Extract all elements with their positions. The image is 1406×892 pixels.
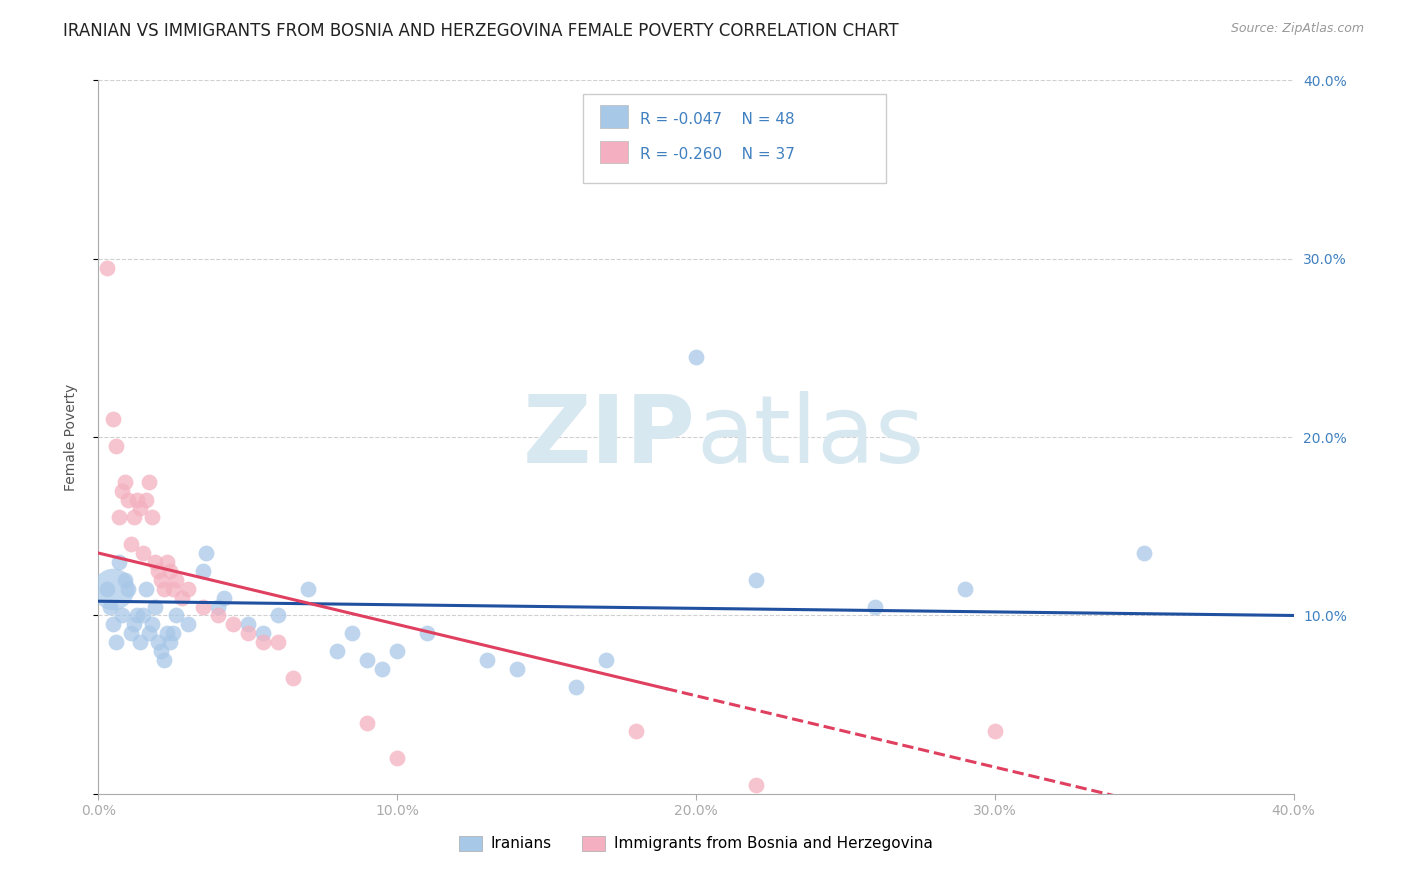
Point — [129, 501, 152, 516]
Text: R = -0.047    N = 48: R = -0.047 N = 48 — [640, 112, 794, 127]
Point — [120, 626, 142, 640]
Point — [141, 510, 163, 524]
Point — [156, 555, 179, 569]
Point — [1133, 546, 1156, 560]
Point — [222, 617, 245, 632]
Point — [685, 350, 707, 364]
Point — [165, 573, 187, 587]
Point — [111, 483, 134, 498]
Point — [156, 626, 179, 640]
Point — [127, 492, 149, 507]
Point — [105, 635, 128, 649]
Point — [135, 492, 157, 507]
Point — [177, 617, 200, 632]
Point — [252, 626, 274, 640]
Point — [745, 778, 768, 792]
Point — [207, 599, 229, 614]
Point — [236, 617, 259, 632]
Point — [385, 751, 409, 765]
Point — [120, 537, 142, 551]
Point — [267, 608, 290, 623]
Point — [191, 564, 214, 578]
Point — [236, 626, 259, 640]
Point — [108, 510, 131, 524]
Point — [103, 412, 125, 426]
Point — [132, 546, 155, 560]
Point — [143, 555, 166, 569]
Point — [114, 475, 136, 489]
Point — [114, 573, 136, 587]
Point — [135, 582, 157, 596]
Point — [96, 260, 118, 275]
Point — [172, 591, 194, 605]
Text: IRANIAN VS IMMIGRANTS FROM BOSNIA AND HERZEGOVINA FEMALE POVERTY CORRELATION CHA: IRANIAN VS IMMIGRANTS FROM BOSNIA AND HE… — [63, 22, 898, 40]
Point — [565, 680, 588, 694]
Point — [132, 608, 155, 623]
Text: ZIP: ZIP — [523, 391, 696, 483]
Point — [475, 653, 498, 667]
Point — [953, 582, 976, 596]
Point — [356, 653, 378, 667]
Point — [195, 546, 218, 560]
Point — [212, 591, 235, 605]
Point — [127, 608, 149, 623]
Text: R = -0.260    N = 37: R = -0.260 N = 37 — [640, 147, 794, 162]
Point — [267, 635, 290, 649]
Point — [150, 573, 173, 587]
Point — [745, 573, 768, 587]
Point — [124, 510, 146, 524]
Point — [159, 635, 181, 649]
Point — [984, 724, 1007, 739]
Point — [98, 599, 122, 614]
Point — [162, 582, 184, 596]
Point — [865, 599, 887, 614]
Point — [159, 564, 181, 578]
Point — [138, 475, 160, 489]
Point — [191, 599, 214, 614]
Point — [150, 644, 173, 658]
Point — [111, 608, 134, 623]
Point — [148, 564, 170, 578]
Point — [385, 644, 409, 658]
Point — [371, 662, 394, 676]
Text: atlas: atlas — [696, 391, 924, 483]
Point — [177, 582, 200, 596]
Legend: Iranians, Immigrants from Bosnia and Herzegovina: Iranians, Immigrants from Bosnia and Her… — [453, 830, 939, 857]
Point — [117, 582, 139, 596]
Point — [416, 626, 439, 640]
Point — [103, 617, 125, 632]
Point — [124, 617, 146, 632]
Point — [207, 608, 229, 623]
Point — [297, 582, 319, 596]
Y-axis label: Female Poverty: Female Poverty — [63, 384, 77, 491]
Point — [108, 555, 131, 569]
Point — [595, 653, 617, 667]
Point — [165, 608, 187, 623]
Text: Source: ZipAtlas.com: Source: ZipAtlas.com — [1230, 22, 1364, 36]
Point — [141, 617, 163, 632]
Point — [96, 582, 118, 596]
Point — [162, 626, 184, 640]
Point — [143, 599, 166, 614]
Point — [626, 724, 648, 739]
Point — [342, 626, 364, 640]
Point — [148, 635, 170, 649]
Point — [138, 626, 160, 640]
Point — [506, 662, 529, 676]
Point — [129, 635, 152, 649]
Point — [117, 492, 139, 507]
Point — [105, 439, 128, 453]
Point — [153, 582, 176, 596]
Point — [281, 671, 304, 685]
Point — [103, 582, 125, 596]
Point — [252, 635, 274, 649]
Point — [326, 644, 349, 658]
Point — [153, 653, 176, 667]
Point — [356, 715, 378, 730]
